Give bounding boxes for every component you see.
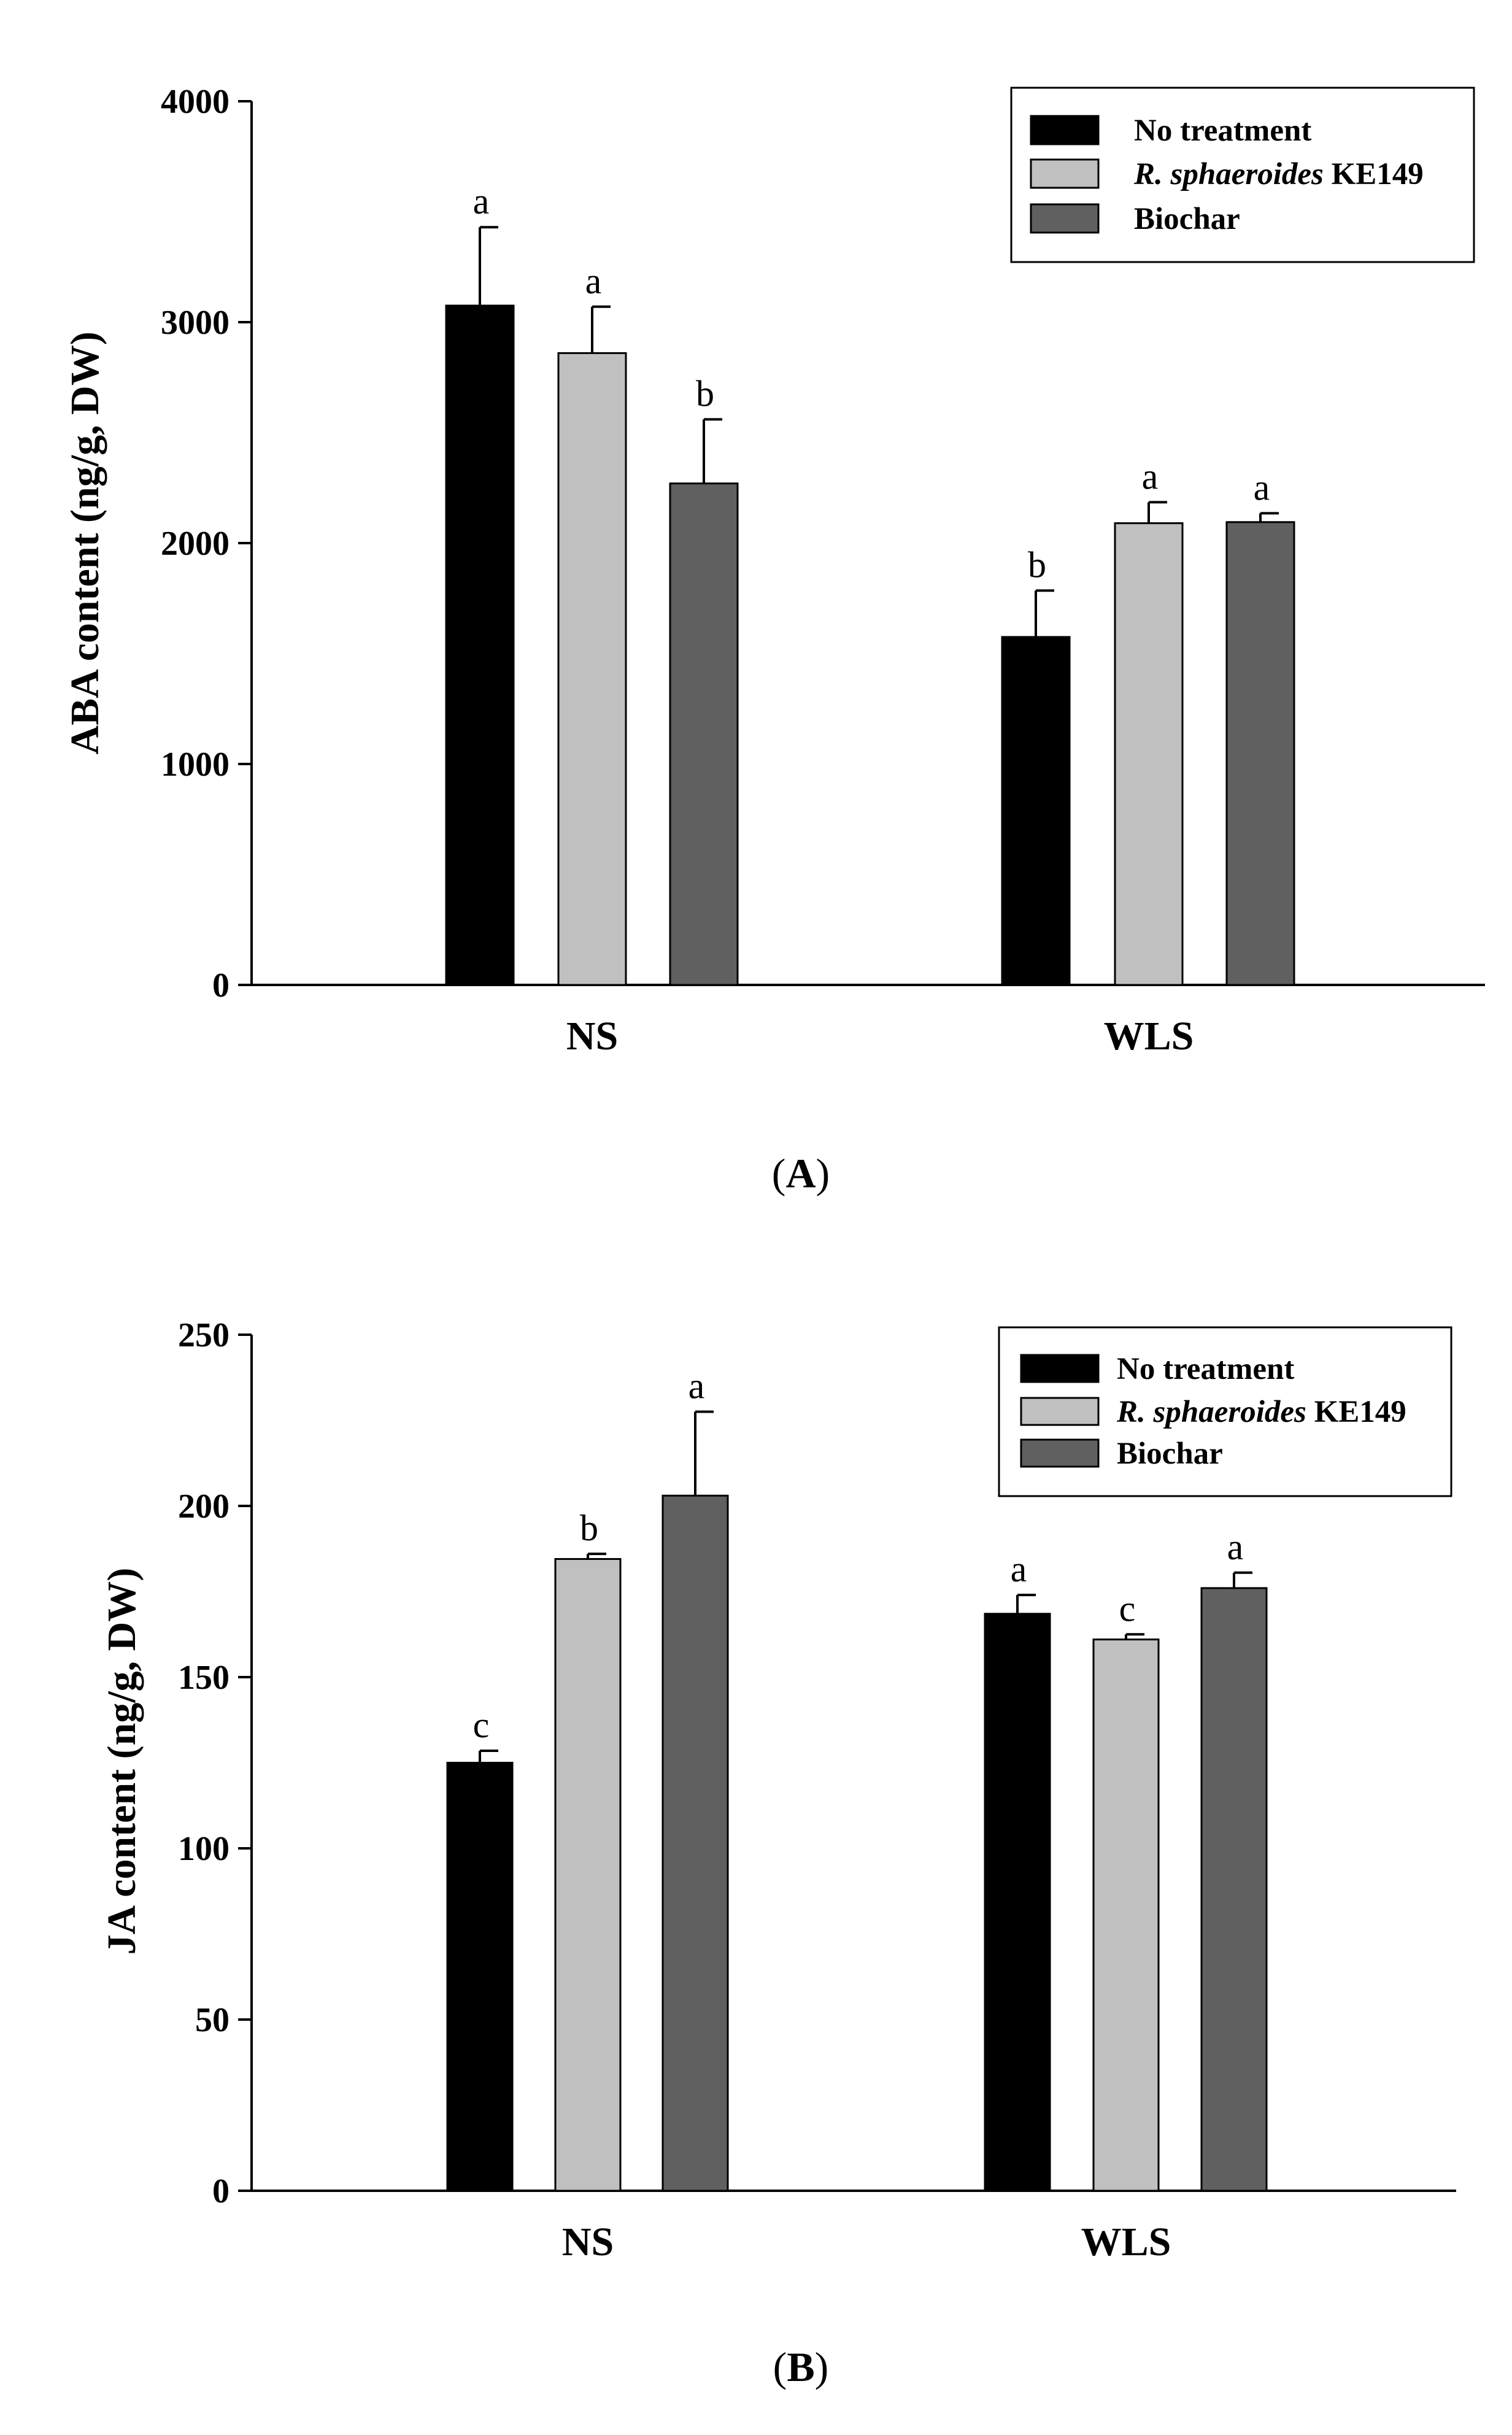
legend-label-italic: R. sphaeroides	[1133, 157, 1324, 191]
significance-letter: a	[1142, 456, 1159, 496]
legend-label: No treatment	[1134, 114, 1311, 148]
x-category-label: NS	[566, 1014, 618, 1059]
x-category-label: NS	[562, 2220, 614, 2264]
legend-label: R. sphaeroides KE149	[1133, 157, 1424, 191]
legend-label-text: No treatment	[1134, 114, 1311, 148]
y-axis-label: JA content (ng/g, DW)	[99, 1568, 144, 1955]
panel-letter: B	[787, 2344, 814, 2390]
bars: c a b c a a	[446, 1366, 1268, 2192]
significance-letter: c	[473, 1705, 490, 1745]
significance-letter: a	[1227, 1527, 1244, 1567]
bar	[1092, 1638, 1160, 2192]
bar	[446, 1762, 514, 2192]
y-tick-label: 2000	[161, 525, 230, 563]
legend-label: Biochar	[1117, 1437, 1223, 1471]
legend: No treatment R. sphaeroides KE149 Biochar	[1010, 87, 1475, 263]
bar	[662, 1494, 729, 2192]
bar	[669, 482, 739, 986]
legend-label: No treatment	[1117, 1352, 1294, 1386]
y-axis-label: ABA content (ng/g, DW)	[63, 331, 107, 754]
bar	[984, 1613, 1051, 2192]
legend-swatch	[1020, 1397, 1100, 1426]
significance-letter: a	[1254, 467, 1270, 507]
bar	[1001, 636, 1071, 986]
y-tick-label: 0	[212, 967, 230, 1005]
significance-letter: a	[585, 261, 602, 301]
legend-swatch	[1030, 203, 1100, 234]
legend-label-text: KE149	[1324, 157, 1424, 191]
significance-letter: a	[473, 181, 490, 222]
y-tick-label: 200	[178, 1488, 230, 1526]
y-tick-label: 4000	[161, 83, 230, 121]
x-category-label: WLS	[1081, 2220, 1171, 2264]
y-tick-label: 3000	[161, 304, 230, 342]
y-tick-label: 0	[212, 2172, 230, 2210]
significance-letter: b	[1028, 544, 1046, 585]
significance-letter: b	[580, 1508, 598, 1548]
bar	[1200, 1587, 1268, 2192]
y-tick-label: 150	[178, 1659, 230, 1697]
significance-letter: c	[1119, 1588, 1136, 1629]
legend-label-italic: R. sphaeroides	[1116, 1395, 1306, 1429]
significance-letter: b	[696, 373, 714, 414]
legend-swatch	[1030, 115, 1100, 145]
x-category-label: WLS	[1104, 1014, 1194, 1059]
y-tick-label: 100	[178, 1830, 230, 1868]
legend-label: R. sphaeroides KE149	[1116, 1395, 1406, 1429]
chart-panel-a: 0 1000 2000 3000 4000 a b a a b a NS WLS ABA conte…	[63, 83, 1485, 1197]
legend-swatch	[1030, 158, 1100, 189]
y-ticks: 0 50 100 150 200 250	[178, 1316, 252, 2210]
legend: No treatment R. sphaeroides KE149 Biochar	[998, 1326, 1452, 1497]
panel-label: (A)	[772, 1150, 830, 1197]
bars: a b a a b a	[445, 181, 1295, 986]
significance-letter: a	[1011, 1549, 1027, 1589]
panel-letter: A	[785, 1150, 816, 1197]
legend-label-text: No treatment	[1117, 1352, 1294, 1386]
legend-swatch	[1020, 1438, 1100, 1468]
y-ticks: 0 1000 2000 3000 4000	[161, 83, 252, 1005]
legend-label-text: KE149	[1306, 1395, 1406, 1429]
bar	[557, 352, 627, 986]
panel-label: (B)	[773, 2344, 829, 2390]
x-category-labels: NS WLS	[566, 1014, 1194, 1059]
legend-label-text: Biochar	[1117, 1437, 1223, 1471]
x-category-labels: NS WLS	[562, 2220, 1171, 2264]
significance-letter: a	[688, 1366, 705, 1407]
bar	[1114, 522, 1184, 986]
legend-label: Biochar	[1134, 202, 1240, 236]
y-tick-label: 1000	[161, 746, 230, 784]
chart-panel-b: 0 50 100 150 200 250 c a b c a a NS WLS JA content …	[99, 1316, 1456, 2390]
y-tick-label: 250	[178, 1316, 230, 1354]
bar	[1225, 521, 1295, 986]
legend-swatch	[1020, 1354, 1100, 1383]
bar	[554, 1557, 622, 2192]
y-tick-label: 50	[195, 2001, 230, 2039]
legend-label-text: Biochar	[1134, 202, 1240, 236]
bar	[445, 304, 515, 986]
